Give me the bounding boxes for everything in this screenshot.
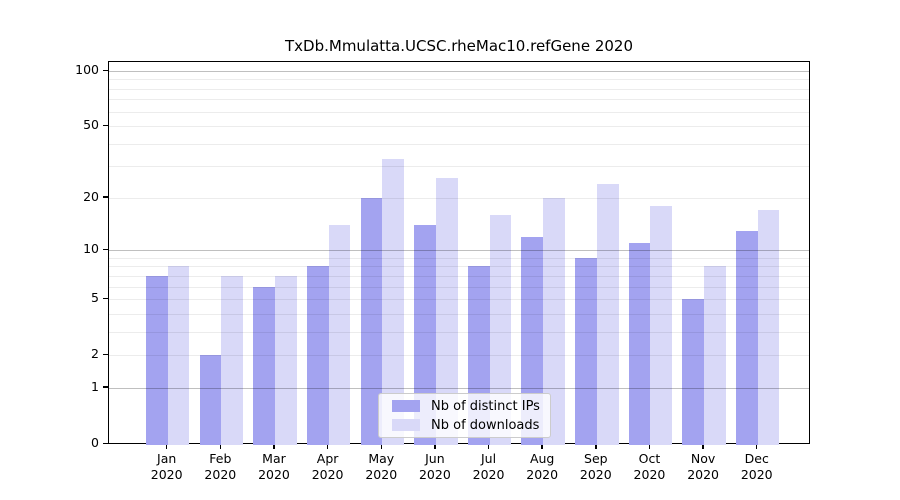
bar-downloads-jun [435, 177, 458, 445]
bar-distinct-ips-may [360, 197, 383, 445]
bar-distinct-ips-sep [575, 257, 597, 445]
legend: Nb of distinct IPs Nb of downloads [378, 393, 551, 438]
gridline-100 [109, 71, 809, 72]
x-tick-label-nov: Nov 2020 [687, 451, 719, 482]
gridline-80 [109, 88, 809, 90]
x-tick-may [380, 444, 382, 449]
gridline-5 [109, 299, 809, 301]
x-tick-label-jul: Jul 2020 [472, 451, 505, 482]
x-tick-sep [595, 444, 597, 449]
y-tick-label-100: 100 [75, 62, 99, 77]
x-tick-label-oct: Oct 2020 [633, 451, 666, 482]
bar-downloads-sep [596, 183, 619, 445]
x-tick-feb [219, 444, 222, 449]
legend-entry-downloads: Nb of downloads [387, 417, 542, 433]
bar-downloads-apr [328, 225, 351, 445]
chart-title: TxDb.Mmulatta.UCSC.rheMac10.refGene 2020 [285, 37, 633, 55]
y-tick-label-1: 1 [91, 378, 99, 394]
gridline-6 [109, 286, 809, 288]
bar-downloads-may [382, 158, 404, 445]
x-tick-oct [648, 444, 651, 449]
legend-label-downloads: Nb of downloads [431, 417, 540, 433]
gridline-50 [109, 126, 809, 128]
y-tick-label-5: 5 [91, 290, 99, 306]
x-tick-jan [165, 444, 168, 449]
x-tick-label-aug: Aug 2020 [526, 451, 559, 482]
y-tick-0 [103, 442, 108, 444]
x-tick-label-mar: Mar 2020 [258, 451, 290, 482]
y-tick-1 [103, 386, 108, 388]
gridline-9 [109, 257, 809, 259]
x-tick-jul [487, 444, 490, 449]
bar-distinct-ips-mar [253, 286, 275, 445]
x-tick-label-apr: Apr 2020 [311, 451, 344, 482]
x-tick-mar [273, 444, 275, 449]
bar-downloads-jul [489, 215, 512, 445]
x-tick-label-jun: Jun 2020 [418, 451, 451, 482]
y-tick-label-10: 10 [83, 241, 99, 257]
bar-downloads-aug [543, 197, 565, 445]
legend-swatch-distinct-ips [392, 400, 420, 412]
legend-swatch-downloads [392, 419, 420, 431]
legend-label-distinct-ips: Nb of distinct IPs [431, 398, 540, 414]
gridline-8 [109, 266, 809, 268]
y-tick-label-50: 50 [83, 117, 99, 133]
gridline-4 [109, 313, 809, 315]
gridline-60 [109, 111, 809, 113]
bars-layer [109, 62, 809, 445]
plot-area: Nb of distinct IPs Nb of downloads [108, 61, 810, 445]
bar-distinct-ips-aug [521, 236, 544, 445]
gridline-70 [109, 99, 809, 101]
x-tick-dec [755, 444, 758, 449]
bar-distinct-ips-dec [736, 230, 758, 445]
y-tick-label-0: 0 [91, 435, 99, 450]
y-tick-50 [103, 124, 108, 127]
y-tick-2 [103, 353, 108, 356]
x-tick-aug [541, 444, 543, 449]
y-tick-10 [103, 248, 108, 251]
gridline-10 [109, 250, 809, 252]
x-tick-nov [702, 444, 704, 449]
gridline-30 [109, 166, 809, 168]
gridline-90 [109, 79, 809, 81]
bar-distinct-ips-nov [682, 299, 705, 445]
y-tick-100 [103, 69, 108, 71]
bar-distinct-ips-feb [199, 355, 222, 445]
bar-downloads-nov [704, 266, 726, 445]
x-tick-label-jan: Jan 2020 [150, 451, 183, 482]
gridline-3 [109, 331, 809, 333]
x-tick-label-dec: Dec 2020 [740, 451, 773, 482]
bar-distinct-ips-apr [306, 266, 329, 445]
x-tick-label-feb: Feb 2020 [204, 451, 237, 482]
y-tick-20 [103, 196, 108, 198]
y-tick-label-20: 20 [83, 188, 99, 204]
grid-layer [109, 62, 809, 443]
x-tick-jun [434, 444, 436, 449]
bar-distinct-ips-jan [146, 275, 168, 445]
x-tick-label-may: May 2020 [365, 451, 398, 482]
bar-downloads-feb [221, 275, 244, 445]
bar-downloads-jan [167, 266, 190, 445]
gridline-7 [109, 275, 809, 277]
bar-downloads-dec [757, 210, 780, 445]
bar-distinct-ips-oct [628, 243, 651, 445]
bar-distinct-ips-jun [414, 225, 436, 445]
legend-entry-distinct-ips: Nb of distinct IPs [387, 398, 542, 414]
x-tick-label-sep: Sep 2020 [579, 451, 612, 482]
x-tick-apr [326, 444, 329, 449]
bar-downloads-mar [274, 275, 297, 445]
y-tick-label-2: 2 [91, 346, 99, 362]
y-tick-5 [103, 297, 108, 300]
bar-downloads-oct [650, 206, 673, 445]
gridline-20 [109, 197, 809, 199]
gridline-2 [109, 355, 809, 357]
gridline-40 [109, 143, 809, 145]
gridline-1 [109, 387, 809, 389]
